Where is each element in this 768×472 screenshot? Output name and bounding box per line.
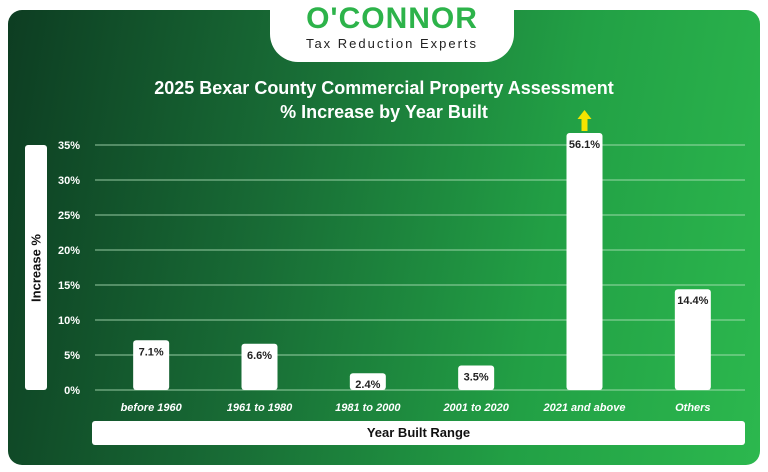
brand-name: O'CONNOR: [306, 2, 478, 35]
bar: [458, 365, 495, 390]
x-tick-label: 2001 to 2020: [442, 402, 509, 414]
logo: O'CONNOR Tax Reduction Experts: [270, 0, 514, 62]
data-label: 7.1%: [139, 346, 164, 358]
data-label: 2.4%: [355, 379, 380, 391]
data-label: 56.1%: [569, 139, 600, 151]
y-axis-label-box: Increase %: [25, 145, 47, 390]
y-tick-label: 20%: [58, 245, 80, 257]
bar: [349, 373, 386, 390]
y-tick-label: 30%: [58, 175, 80, 187]
bar: [241, 343, 278, 390]
y-tick-label: 15%: [58, 280, 80, 292]
brand-tagline: Tax Reduction Experts: [305, 36, 479, 51]
x-tick-label: 1981 to 2000: [335, 402, 401, 414]
x-axis-label: Year Built Range: [92, 421, 745, 445]
data-label: 6.6%: [247, 350, 272, 362]
x-tick-label: before 1960: [121, 402, 183, 414]
chart-title: 2025 Bexar County Commercial Property As…: [154, 78, 614, 98]
y-tick-label: 35%: [58, 140, 80, 152]
x-tick-label: 1961 to 1980: [227, 402, 293, 414]
x-tick-label: Others: [675, 402, 710, 414]
y-tick-label: 5%: [64, 350, 80, 362]
overflow-arrow-icon: [577, 110, 592, 131]
bar: [566, 133, 603, 390]
x-tick-label: 2021 and above: [543, 402, 626, 414]
data-label: 14.4%: [677, 295, 708, 307]
data-label: 3.5%: [464, 372, 489, 384]
y-tick-label: 0%: [64, 385, 80, 397]
bar: [133, 340, 170, 390]
y-tick-label: 25%: [58, 210, 80, 222]
chart-subtitle: % Increase by Year Built: [280, 102, 488, 122]
bar: [674, 289, 711, 390]
y-tick-label: 10%: [58, 315, 80, 327]
